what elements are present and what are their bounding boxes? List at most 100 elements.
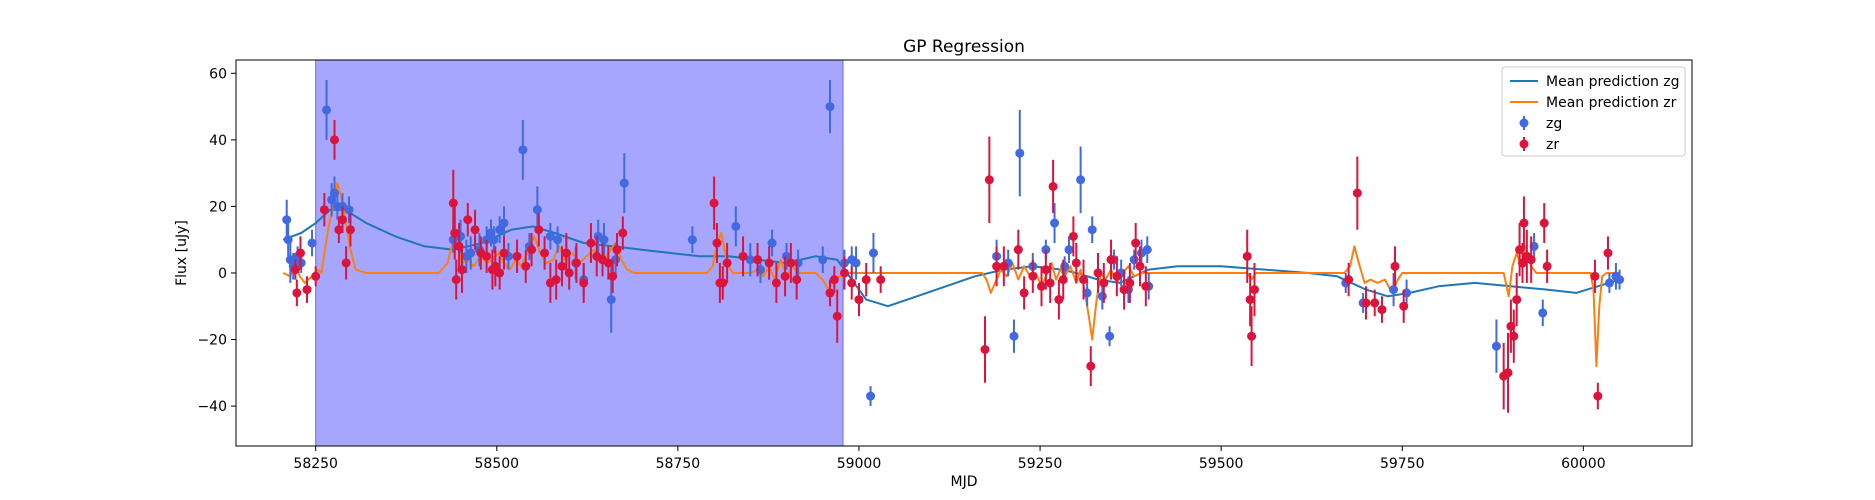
marker-zr-35 bbox=[579, 278, 589, 288]
marker-zr-91 bbox=[1247, 331, 1257, 341]
marker-zr-34 bbox=[571, 258, 581, 268]
marker-zg-61 bbox=[1082, 288, 1092, 298]
y-tick-label: 60 bbox=[209, 66, 227, 82]
plot-area bbox=[235, 59, 1693, 447]
marker-zr-80 bbox=[1093, 268, 1103, 278]
marker-zr-59 bbox=[847, 278, 857, 288]
point-zr-83 bbox=[1112, 256, 1122, 297]
marker-zr-27 bbox=[534, 225, 544, 235]
point-zg-74 bbox=[1389, 272, 1399, 307]
point-zr-76 bbox=[1068, 216, 1078, 257]
marker-zr-22 bbox=[495, 268, 505, 278]
marker-zg-6 bbox=[307, 238, 317, 248]
point-zr-21 bbox=[490, 246, 500, 287]
point-zr-80 bbox=[1093, 253, 1103, 293]
y-tick-label: 0 bbox=[218, 266, 227, 282]
marker-zr-42 bbox=[618, 228, 628, 238]
marker-zg-39 bbox=[745, 255, 755, 265]
marker-zr-4 bbox=[311, 271, 321, 281]
point-zg-50 bbox=[868, 233, 878, 273]
point-zg-81 bbox=[1615, 269, 1625, 290]
marker-zg-60 bbox=[1076, 175, 1086, 185]
marker-zr-15 bbox=[457, 265, 467, 275]
marker-zr-19 bbox=[482, 251, 492, 261]
point-zr-85 bbox=[1125, 262, 1135, 303]
marker-zr-10 bbox=[345, 225, 355, 235]
y-tick-label: 40 bbox=[209, 133, 227, 149]
point-zg-62 bbox=[1087, 216, 1097, 244]
marker-zr-110 bbox=[1539, 218, 1549, 228]
marker-zr-67 bbox=[1013, 245, 1023, 255]
point-zr-87 bbox=[1135, 246, 1145, 287]
point-zr-90 bbox=[1245, 272, 1255, 327]
point-zg-27 bbox=[545, 223, 555, 250]
legend: Mean prediction zg Mean prediction zr zg… bbox=[1501, 66, 1686, 157]
point-zr-79 bbox=[1086, 346, 1096, 387]
marker-zg-49 bbox=[866, 391, 876, 401]
point-zg-79 bbox=[1604, 272, 1614, 293]
legend-label-line-zr: Mean prediction zr bbox=[1546, 95, 1677, 111]
marker-zr-66 bbox=[999, 261, 1009, 271]
marker-zg-27 bbox=[545, 231, 555, 241]
point-zg-53 bbox=[1009, 319, 1019, 353]
marker-zr-32 bbox=[561, 248, 571, 258]
point-zg-28 bbox=[553, 226, 563, 253]
point-zr-28 bbox=[540, 236, 550, 270]
marker-zg-50 bbox=[868, 248, 878, 258]
point-zr-68 bbox=[1019, 276, 1029, 310]
point-zr-3 bbox=[302, 276, 312, 303]
point-zr-65 bbox=[992, 246, 1002, 287]
marker-zr-88 bbox=[1141, 281, 1151, 291]
point-zr-103 bbox=[1509, 309, 1519, 363]
point-zr-111 bbox=[1542, 249, 1552, 283]
point-zr-96 bbox=[1370, 289, 1380, 317]
point-zg-36 bbox=[619, 153, 629, 214]
marker-zr-81 bbox=[1099, 278, 1109, 288]
marker-zr-2 bbox=[295, 248, 305, 258]
marker-zg-81 bbox=[1615, 275, 1625, 285]
x-tick-label: 58250 bbox=[293, 456, 338, 472]
marker-zg-34 bbox=[606, 295, 616, 305]
marker-zr-51 bbox=[771, 278, 781, 288]
point-zr-55 bbox=[825, 279, 835, 307]
marker-zg-37 bbox=[687, 235, 697, 245]
marker-zr-33 bbox=[564, 268, 574, 278]
point-zr-43 bbox=[709, 176, 719, 230]
point-zr-84 bbox=[1119, 269, 1129, 310]
marker-zr-74 bbox=[1054, 295, 1064, 305]
point-zr-97 bbox=[1377, 296, 1387, 323]
point-zr-109 bbox=[1526, 236, 1536, 283]
x-tick-label: 59750 bbox=[1380, 456, 1425, 472]
marker-zr-92 bbox=[1249, 285, 1259, 295]
marker-zr-1 bbox=[292, 288, 302, 298]
marker-zr-43 bbox=[709, 198, 719, 208]
x-tick-label: 59250 bbox=[1018, 456, 1063, 472]
marker-zr-64 bbox=[984, 175, 994, 185]
marker-zr-36 bbox=[586, 238, 596, 248]
point-zg-38 bbox=[731, 206, 741, 247]
point-zr-22 bbox=[495, 256, 505, 290]
marker-zg-70 bbox=[1142, 245, 1152, 255]
marker-zr-62 bbox=[876, 275, 886, 285]
point-zr-8 bbox=[337, 206, 347, 234]
point-zr-4 bbox=[311, 266, 321, 287]
point-zg-39 bbox=[745, 243, 755, 277]
marker-zr-26 bbox=[527, 245, 537, 255]
legend-swatch-points-zg bbox=[1519, 116, 1529, 130]
point-zr-50 bbox=[764, 246, 774, 280]
legend-label-points-zg: zg bbox=[1546, 116, 1562, 132]
point-zr-49 bbox=[753, 243, 763, 277]
point-zr-92 bbox=[1249, 262, 1259, 317]
point-zr-13 bbox=[451, 259, 461, 300]
point-zr-35 bbox=[579, 262, 589, 303]
point-zr-110 bbox=[1539, 203, 1549, 244]
marker-zr-85 bbox=[1125, 278, 1135, 288]
point-zr-12 bbox=[450, 206, 460, 260]
axes-frame bbox=[235, 59, 1693, 447]
marker-zg-62 bbox=[1087, 225, 1097, 235]
y-axis-ticks: −40 −20 0 20 40 60 bbox=[197, 66, 236, 415]
marker-zg-48 bbox=[851, 258, 861, 268]
marker-zr-75 bbox=[1058, 275, 1068, 285]
point-zg-26 bbox=[532, 186, 542, 234]
point-zr-93 bbox=[1344, 262, 1354, 297]
